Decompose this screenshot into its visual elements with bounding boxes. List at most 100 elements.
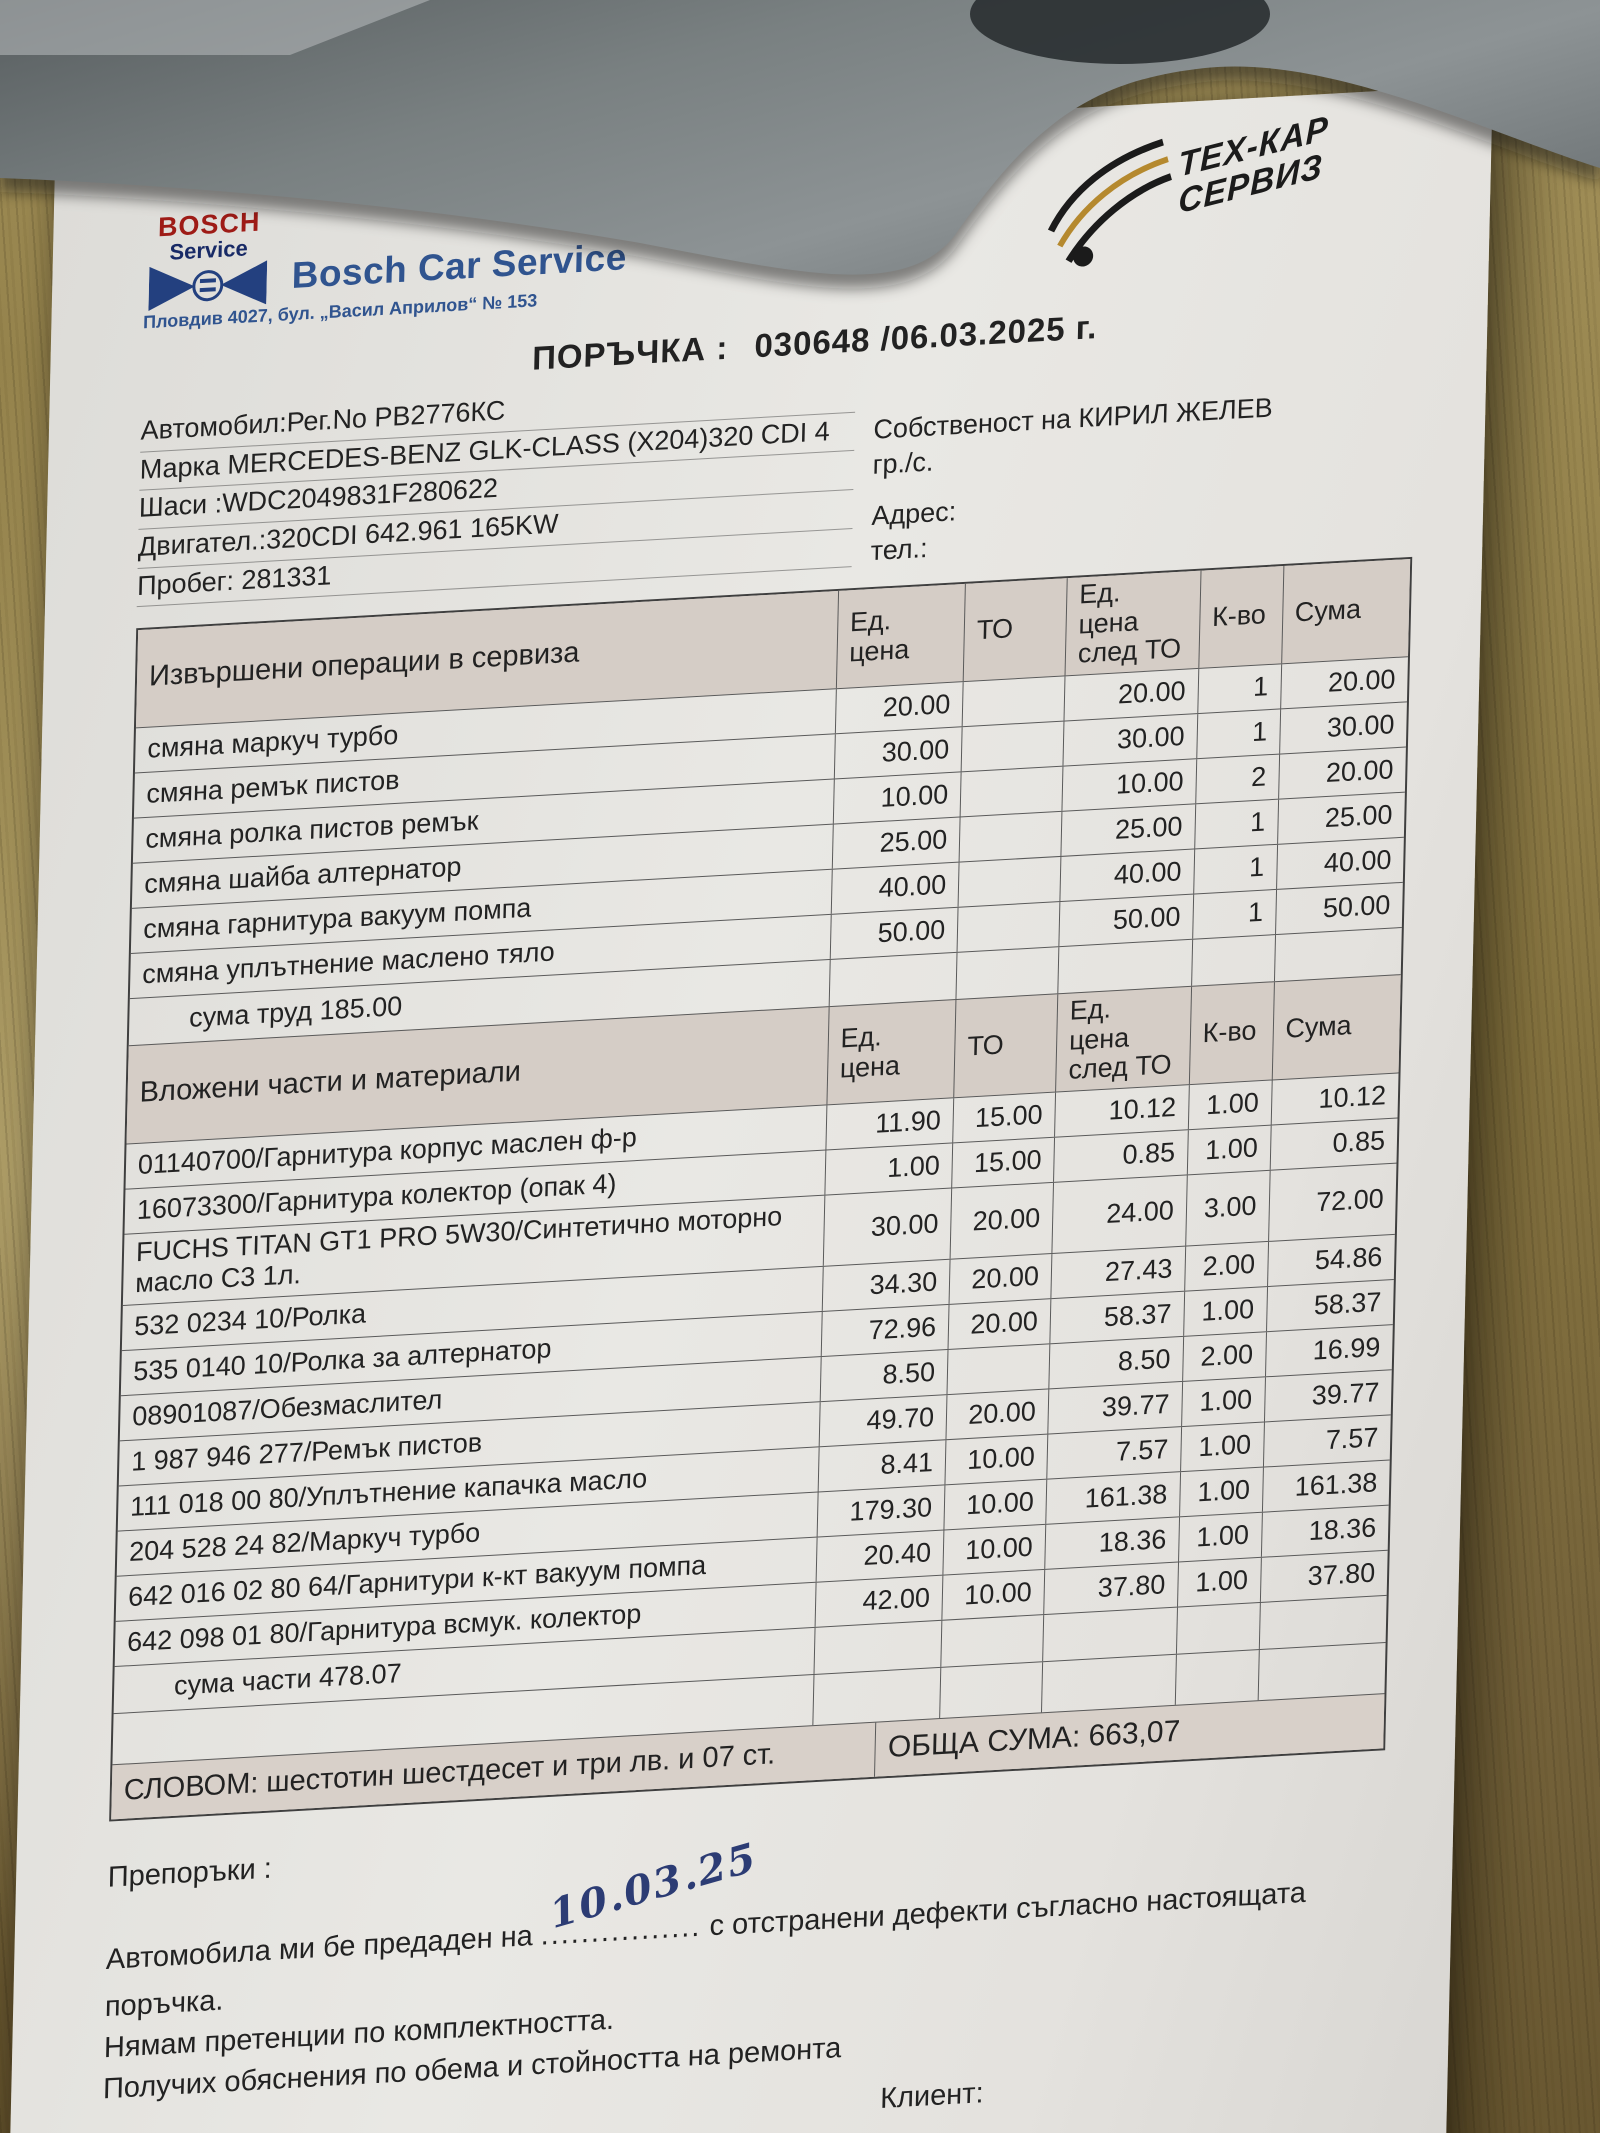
empty-cell: [1257, 1643, 1386, 1701]
part-after-cell: 24.00: [1051, 1175, 1187, 1254]
part-price-cell: 179.30: [816, 1485, 945, 1537]
empty-cell: [1258, 1596, 1387, 1650]
part-price-cell: 11.90: [825, 1098, 954, 1150]
col-sum: Сума: [1280, 558, 1411, 664]
col-unit-price: Ед. цена: [826, 1000, 956, 1105]
part-price-cell: 34.30: [821, 1259, 950, 1312]
op-qty-cell: 2: [1194, 754, 1279, 804]
vehicle-info: Автомобил:Рег.No РВ2776КС Марка MERCEDES…: [136, 373, 856, 608]
op-sum-cell: 25.00: [1276, 792, 1405, 844]
part-sum-cell: 7.57: [1262, 1415, 1391, 1467]
op-price-cell: 30.00: [833, 727, 962, 779]
op-to-cell: [960, 721, 1064, 772]
part-price-cell: 1.00: [824, 1143, 953, 1195]
op-qty-cell: 1: [1197, 664, 1281, 714]
op-after-cell: 40.00: [1059, 849, 1194, 902]
col-unit-price: Ед. цена: [835, 583, 965, 689]
empty-cell: [1042, 1607, 1177, 1662]
op-sum-cell: 20.00: [1279, 657, 1408, 709]
part-price-cell: 30.00: [822, 1188, 952, 1267]
op-price-cell: 10.00: [832, 772, 961, 824]
part-qty-cell: 1.00: [1187, 1080, 1272, 1130]
part-after-cell: 0.85: [1053, 1130, 1188, 1183]
op-price-cell: 40.00: [830, 862, 959, 914]
bosch-armature-icon: [143, 260, 272, 312]
part-price-cell: 8.41: [817, 1440, 946, 1492]
part-to-cell: 10.00: [942, 1524, 1046, 1575]
part-sum-cell: 10.12: [1270, 1073, 1399, 1125]
part-to-cell: 15.00: [951, 1137, 1055, 1188]
part-price-cell: 49.70: [818, 1395, 947, 1447]
empty-cell: [813, 1620, 942, 1675]
part-after-cell: 8.50: [1048, 1336, 1183, 1389]
part-to-cell: 20.00: [948, 1254, 1052, 1305]
empty-cell: [939, 1662, 1043, 1719]
op-to-cell: [959, 766, 1063, 817]
part-after-cell: 58.37: [1049, 1291, 1184, 1344]
col-to: ТО: [962, 578, 1067, 682]
part-sum-cell: 161.38: [1261, 1460, 1390, 1512]
col-sum: Сума: [1271, 975, 1401, 1080]
texkar-service-logo: ТЕХ-КАР СЕРВИЗ: [1034, 85, 1339, 280]
op-price-cell: 50.00: [829, 907, 958, 960]
op-qty-cell: 1: [1193, 799, 1278, 849]
bosch-service-logo: BOSCH Service: [143, 207, 273, 312]
empty-cell: [1174, 1650, 1259, 1706]
op-price-cell: 20.00: [834, 682, 963, 734]
part-after-cell: 7.57: [1046, 1427, 1181, 1479]
texkar-swoosh-icon: [1034, 124, 1185, 280]
op-after-cell: 10.00: [1061, 759, 1196, 811]
part-sum-cell: 72.00: [1267, 1163, 1397, 1242]
part-qty-cell: 2.00: [1183, 1242, 1268, 1291]
service-table: Извършени операции в сервиза Ед. цена ТО…: [109, 556, 1413, 1822]
owner-info: Собственост на КИРИЛ ЖЕЛЕВ гр./с. Адрес:…: [870, 390, 1273, 569]
part-after-cell: 27.43: [1050, 1246, 1185, 1299]
op-qty-cell: 1: [1191, 890, 1276, 939]
part-to-cell: 10.00: [943, 1479, 1047, 1530]
part-price-cell: 8.50: [819, 1350, 948, 1402]
part-after-cell: 161.38: [1045, 1472, 1180, 1524]
part-qty-cell: 1.00: [1178, 1467, 1263, 1517]
receiver-section: Приемчик: ТЕХ-КАР СЕРВИЗ ПЛОВДИВ ЯНКО МЪ…: [98, 2128, 1377, 2133]
col-price-after-to: Ед. цена след ТО: [1055, 986, 1191, 1092]
col-to: ТО: [953, 994, 1058, 1098]
part-sum-cell: 37.80: [1259, 1550, 1388, 1603]
empty-cell: [940, 1615, 1044, 1668]
part-after-cell: 18.36: [1044, 1517, 1179, 1570]
op-to-cell: [956, 902, 1060, 952]
part-to-cell: 20.00: [945, 1389, 1049, 1440]
op-qty-cell: 1: [1196, 709, 1280, 759]
part-sum-cell: 0.85: [1269, 1118, 1398, 1170]
part-qty-cell: 1.00: [1186, 1125, 1271, 1175]
op-to-cell: [961, 676, 1065, 727]
empty-cell: [828, 952, 957, 1007]
op-after-cell: 50.00: [1058, 894, 1193, 947]
op-sum-cell: 30.00: [1278, 702, 1407, 754]
part-after-cell: 39.77: [1047, 1382, 1182, 1434]
col-price-after-to: Ед. цена след ТО: [1064, 570, 1201, 676]
part-after-cell: 10.12: [1054, 1085, 1189, 1137]
grey-surface-edge: [0, 0, 1600, 345]
col-quantity: К-во: [1198, 566, 1283, 669]
service-order-document: BOSCH Service Bosch Car Service Пловд: [2, 84, 1493, 2133]
empty-cell: [955, 947, 1059, 1000]
part-qty-cell: 1.00: [1176, 1558, 1261, 1607]
op-price-cell: 25.00: [831, 817, 960, 869]
part-to-cell: 20.00: [947, 1299, 1051, 1350]
empty-cell: [1175, 1603, 1260, 1654]
part-sum-cell: 16.99: [1264, 1325, 1393, 1377]
op-to-cell: [957, 857, 1061, 907]
part-qty-cell: 3.00: [1184, 1170, 1270, 1246]
empty-cell: [1273, 928, 1402, 982]
delivery-text-pre: Автомобила ми бе предаден на: [105, 1920, 534, 1977]
empty-cell: [1040, 1654, 1176, 1713]
op-to-cell: [958, 811, 1062, 862]
empty-cell: [1190, 935, 1275, 986]
part-qty-cell: 1.00: [1177, 1512, 1262, 1562]
empty-cell: [812, 1668, 941, 1726]
part-to-cell: 10.00: [941, 1570, 1045, 1620]
letterhead: BOSCH Service Bosch Car Service Пловд: [143, 108, 1422, 348]
part-to-cell: 15.00: [952, 1092, 1056, 1143]
op-sum-cell: 50.00: [1274, 882, 1403, 935]
part-to-cell: 10.00: [944, 1434, 1048, 1485]
